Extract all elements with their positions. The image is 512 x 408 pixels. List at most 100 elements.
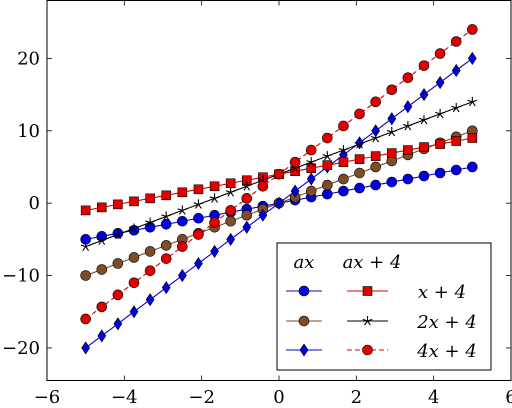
data-point (226, 232, 236, 246)
data-point (241, 193, 253, 204)
data-point (144, 246, 156, 257)
data-point (80, 241, 91, 251)
y-tick-label: 0 (29, 193, 40, 214)
data-point (370, 179, 381, 191)
legend-label-4x-plus-4: 4x + 4 (416, 341, 477, 362)
data-point (354, 167, 365, 179)
data-point (193, 184, 204, 195)
series-5 (80, 24, 478, 325)
legend-marker (298, 315, 310, 327)
data-point (112, 289, 124, 301)
legend-label-2x-plus-4: 2x + 4 (416, 312, 477, 333)
plot-frame (46, 0, 512, 381)
data-point (225, 205, 236, 216)
data-point (112, 258, 124, 269)
legend-marker (299, 343, 309, 357)
y-tick-label: 10 (17, 121, 40, 142)
data-point (451, 136, 462, 146)
data-point (81, 341, 91, 355)
data-point (387, 112, 397, 126)
data-point (419, 114, 429, 125)
data-point (160, 253, 172, 264)
data-point (434, 167, 446, 179)
legend-samples (286, 285, 388, 357)
data-point (225, 178, 236, 189)
data-point (435, 139, 445, 149)
data-point (419, 142, 429, 152)
data-point (289, 156, 301, 168)
data-point (177, 205, 188, 215)
data-point (177, 215, 188, 227)
data-point (193, 229, 204, 240)
data-point (96, 235, 107, 245)
legend-sample-1 (286, 315, 322, 327)
data-point (161, 281, 171, 295)
data-point (418, 60, 430, 71)
data-point (96, 264, 108, 275)
data-point (435, 75, 445, 90)
data-point (370, 133, 381, 143)
data-point (113, 317, 123, 331)
data-point (419, 88, 429, 102)
data-point (273, 168, 285, 180)
data-point (290, 184, 300, 198)
data-point (435, 108, 446, 119)
legend-label-x-plus-4: x + 4 (418, 282, 466, 303)
y-tick-label: −20 (2, 338, 40, 359)
data-point (128, 277, 140, 289)
data-point (112, 229, 123, 239)
data-point (242, 220, 252, 234)
data-point (305, 144, 317, 156)
data-point (370, 161, 381, 173)
data-point (241, 209, 253, 221)
data-point (467, 133, 478, 143)
data-point (97, 329, 107, 343)
data-point (145, 293, 155, 307)
data-point (258, 208, 268, 222)
data-point (113, 199, 123, 210)
legend-box (276, 242, 492, 371)
data-point (386, 148, 397, 158)
data-point (354, 139, 365, 149)
data-point (144, 265, 156, 277)
data-point (306, 163, 317, 173)
data-point (177, 241, 188, 252)
data-point (467, 96, 478, 107)
data-point (322, 151, 333, 161)
data-point (403, 100, 413, 114)
data-point (402, 120, 413, 131)
data-point (386, 126, 397, 137)
data-point (129, 223, 139, 233)
legend-marker (298, 285, 310, 297)
data-point (225, 187, 236, 197)
x-tick-label: −2 (188, 387, 215, 408)
x-tick-label: −6 (34, 387, 61, 408)
legend-marker (362, 344, 373, 356)
data-point (354, 182, 365, 194)
data-point (418, 170, 430, 182)
x-tick-label: 4 (428, 387, 439, 408)
data-point (160, 240, 172, 251)
data-point (451, 63, 461, 78)
data-point (129, 305, 139, 319)
data-point (370, 151, 381, 161)
data-point (241, 181, 252, 191)
legend-marker (362, 316, 373, 326)
data-point (210, 244, 219, 258)
data-point (305, 185, 317, 197)
data-point (306, 172, 316, 186)
data-point (338, 185, 349, 197)
data-point (96, 301, 108, 313)
data-point (161, 190, 172, 201)
data-point (161, 211, 172, 221)
data-point (354, 154, 365, 164)
x-tick-label: 6 (505, 387, 512, 408)
legend-sample-2 (286, 343, 322, 357)
data-point (194, 256, 203, 271)
x-tick-label: 0 (273, 387, 284, 408)
legend: ax ax + 4 x + 4 2x + 4 4x + 4 (276, 242, 492, 371)
data-point (402, 72, 414, 84)
data-point (177, 187, 188, 198)
data-point (80, 205, 91, 216)
